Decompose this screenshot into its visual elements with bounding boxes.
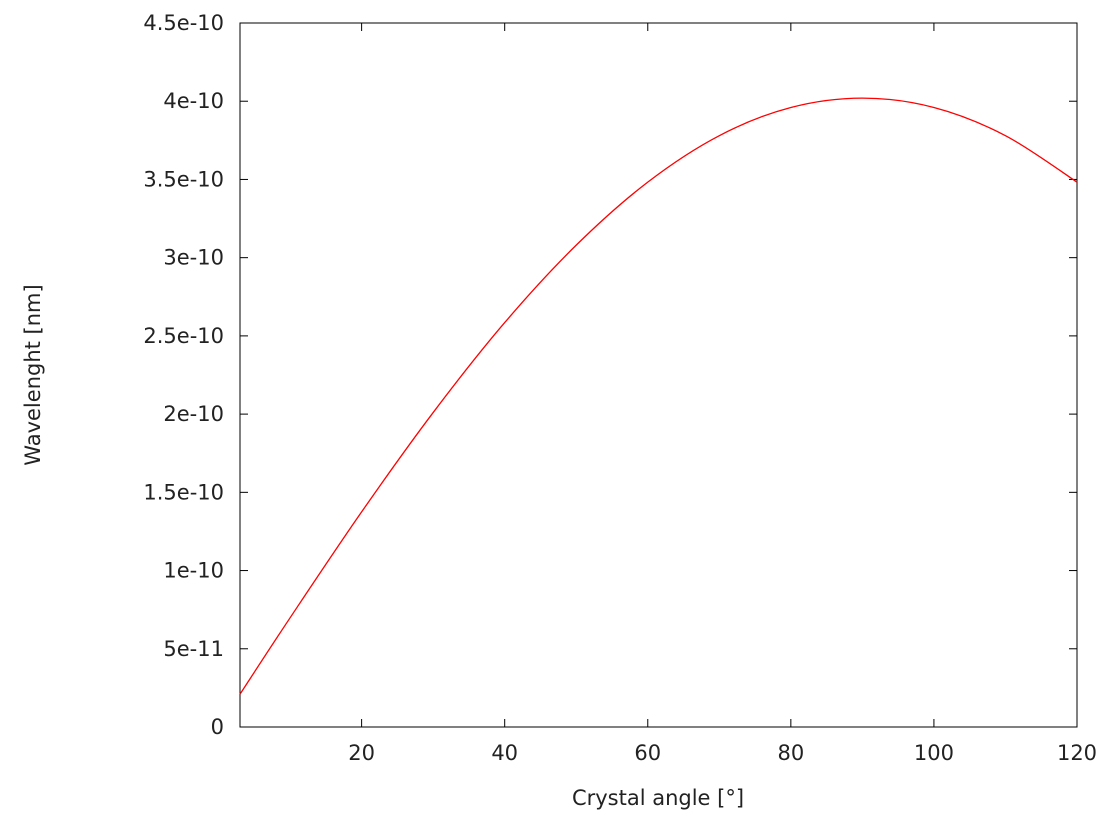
plot-frame	[239, 22, 1078, 728]
y-tick-label: 2e-10	[163, 402, 224, 426]
y-tick-label: 0	[211, 715, 224, 739]
y-tick-label: 1e-10	[163, 559, 224, 583]
x-tick-labels: 20 40 60 80 100 120	[348, 741, 1097, 765]
x-tick-label: 80	[777, 741, 804, 765]
y-tick-label: 3e-10	[163, 246, 224, 270]
y-tick-label: 3.5e-10	[143, 167, 224, 191]
x-tick-label: 120	[1057, 741, 1097, 765]
y-tick-label: 4e-10	[163, 89, 224, 113]
y-tick-label: 1.5e-10	[143, 480, 224, 504]
y-tick-label: 2.5e-10	[143, 324, 224, 348]
y-axis-title: Wavelenght [nm]	[21, 284, 45, 465]
x-tick-label: 40	[491, 741, 518, 765]
axis-ticks	[240, 22, 1078, 728]
x-tick-label: 20	[348, 741, 375, 765]
x-tick-label: 100	[914, 741, 954, 765]
y-tick-label: 4.5e-10	[143, 11, 224, 35]
y-tick-labels: 0 5e-11 1e-10 1.5e-10 2e-10 2.5e-10 3e-10 3.5e-…	[143, 11, 224, 739]
x-tick-label: 60	[634, 741, 661, 765]
y-tick-label: 5e-11	[163, 637, 224, 661]
series-line	[239, 97, 1078, 695]
x-axis-title: Crystal angle [°]	[572, 786, 744, 810]
